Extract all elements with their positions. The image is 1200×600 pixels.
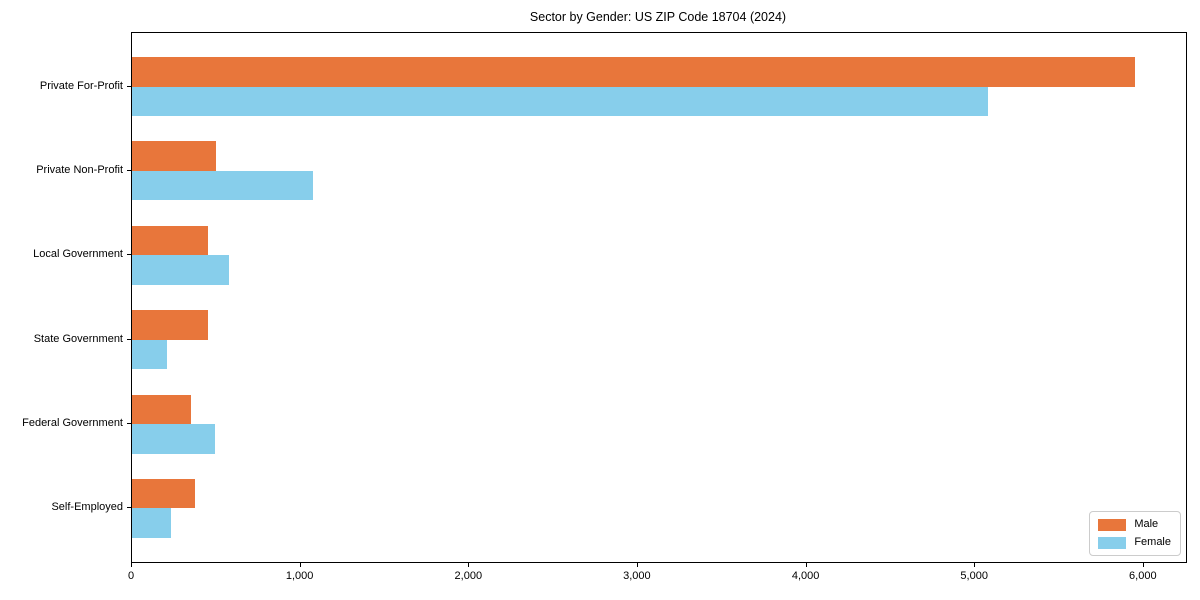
x-tick-label-5000: 5,000 <box>960 570 988 582</box>
x-tick-mark <box>131 563 132 567</box>
x-tick-label-4000: 4,000 <box>791 570 820 582</box>
y-tick-label-federal-government: Federal Government <box>22 417 123 430</box>
x-tick-mark <box>468 563 470 567</box>
male-series-swatch <box>1098 518 1127 531</box>
x-tick-label-1000: 1,000 <box>285 570 314 582</box>
bar-female-federal-government <box>132 424 215 454</box>
bar-female-self-employed <box>132 508 171 538</box>
y-tick-mark <box>127 169 131 171</box>
x-tick-label-0: 0 <box>127 570 135 582</box>
legend: Male Female <box>1089 511 1181 556</box>
legend-entry-female: Female <box>1098 536 1171 549</box>
y-tick-mark <box>127 507 131 509</box>
bar-male-state-government <box>132 310 208 340</box>
y-tick-mark <box>127 423 131 425</box>
y-tick-mark <box>127 254 131 256</box>
bar-female-state-government <box>132 339 167 370</box>
x-tick-label-3000: 3,000 <box>623 570 651 582</box>
y-tick-label-self-employed: Self-Employed <box>51 501 123 514</box>
bar-male-self-employed <box>132 478 196 509</box>
y-tick-label-private-for-profit: Private For-Profit <box>39 79 123 92</box>
legend-label-male: Male <box>1134 518 1159 530</box>
y-tick-label-private-non-profit: Private Non-Profit <box>36 163 123 176</box>
chart-title: Sector by Gender: US ZIP Code 18704 (202… <box>529 10 787 24</box>
x-tick-mark <box>299 563 301 567</box>
bar-male-federal-government <box>132 394 191 424</box>
x-tick-label-2000: 2,000 <box>454 570 483 582</box>
y-tick-label-local-government: Local Government <box>33 248 123 261</box>
plot-area: Male Female <box>131 32 1187 563</box>
x-tick-mark <box>805 563 807 567</box>
bar-male-private-non-profit <box>132 141 216 171</box>
y-tick-mark <box>127 338 131 340</box>
y-tick-mark <box>127 85 131 87</box>
bar-female-local-government <box>132 255 229 285</box>
bar-female-private-for-profit <box>132 86 988 117</box>
x-tick-mark <box>974 563 976 567</box>
legend-label-female: Female <box>1134 536 1171 548</box>
bar-male-private-for-profit <box>132 57 1136 87</box>
x-tick-mark <box>636 563 638 567</box>
legend-entry-male: Male <box>1098 518 1171 531</box>
bar-male-local-government <box>132 225 208 256</box>
x-tick-mark <box>1142 563 1144 567</box>
y-tick-label-state-government: State Government <box>33 332 123 345</box>
female-series-swatch <box>1098 536 1127 549</box>
bar-female-private-non-profit <box>132 170 314 201</box>
x-tick-label-6000: 6,000 <box>1129 570 1157 582</box>
